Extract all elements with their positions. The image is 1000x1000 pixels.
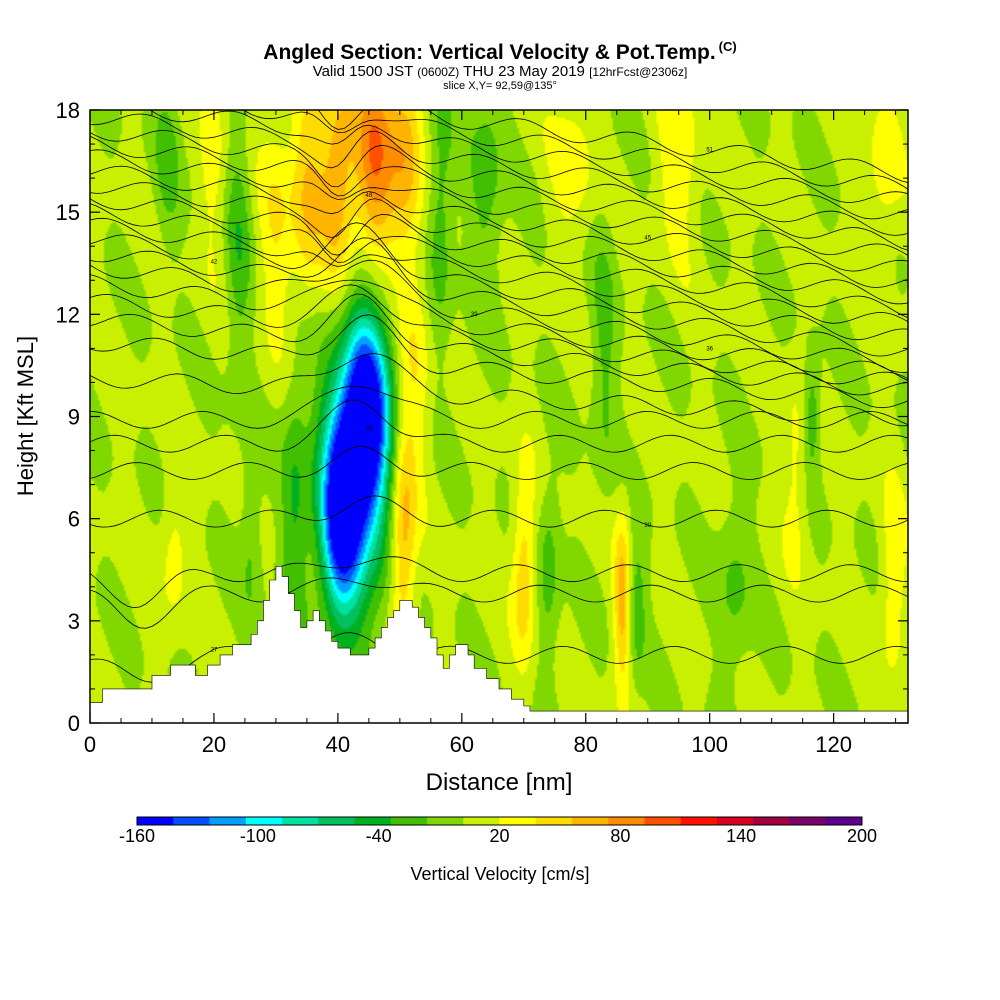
theta-contour-line xyxy=(90,556,908,609)
theta-contour-label: 30 xyxy=(644,523,651,529)
theta-contour-line xyxy=(90,353,908,427)
chart-title: Angled Section: Vertical Velocity & Pot.… xyxy=(0,36,1000,64)
theta-contour-line xyxy=(90,577,908,629)
x-tick-label: 0 xyxy=(84,732,96,757)
theta-contour-line xyxy=(90,182,908,288)
colorbar-swatch xyxy=(463,817,500,825)
chart-title-block: Angled Section: Vertical Velocity & Pot.… xyxy=(0,36,1000,92)
theta-contour-line xyxy=(90,314,908,409)
colorbar-swatch xyxy=(427,817,464,825)
theta-contour-label: 51 xyxy=(706,147,713,153)
colorbar-tick-label: -100 xyxy=(239,826,276,846)
theta-contour-label: 33 xyxy=(366,426,373,432)
colorbar-tick-label: 200 xyxy=(846,826,878,846)
theta-contour-label: 45 xyxy=(644,236,651,242)
theta-contour-line xyxy=(90,632,908,683)
colorbar-swatch xyxy=(282,817,319,825)
colorbar-swatch xyxy=(789,817,827,825)
theta-contour-label: 48 xyxy=(366,193,373,199)
x-tick-label: 60 xyxy=(450,732,474,757)
theta-contour-line xyxy=(90,259,908,373)
colorbar-swatch xyxy=(680,817,718,825)
theta-contour-line xyxy=(90,198,908,305)
colorbar-tick-label: -40 xyxy=(365,826,392,846)
colorbar-tick-label: 140 xyxy=(726,826,757,846)
y-tick-label: 9 xyxy=(68,405,80,430)
theta-contour-line xyxy=(242,110,908,190)
theta-contour-line xyxy=(90,217,908,324)
theta-contour-line xyxy=(90,165,908,272)
colorbar-swatch xyxy=(825,817,863,825)
theta-contour-line xyxy=(90,274,908,381)
theta-contour-line xyxy=(90,399,908,453)
theta-contour-line xyxy=(90,293,908,396)
theta-contour-line xyxy=(90,237,908,357)
y-tick-label: 3 xyxy=(68,609,80,634)
valid-time: Valid 1500 JST xyxy=(312,63,414,80)
theta-contour-label: 42 xyxy=(211,260,218,266)
theta-contour-label: 27 xyxy=(211,647,218,653)
chart-title-unit: (C) xyxy=(718,39,737,54)
colorbar-swatch xyxy=(753,817,790,825)
colorbar-swatch xyxy=(318,817,355,825)
theta-contour-line xyxy=(90,222,908,341)
colorbar-swatch xyxy=(390,817,428,825)
y-tick-label: 0 xyxy=(68,711,80,736)
theta-contour-line xyxy=(90,385,908,429)
colorbar-swatch xyxy=(173,817,210,825)
theta-contour-line xyxy=(90,495,908,528)
colorbar-swatch xyxy=(209,817,247,825)
colorbar-swatch xyxy=(137,817,174,825)
x-tick-label: 80 xyxy=(574,732,598,757)
valid-utc: (0600Z) xyxy=(417,65,460,79)
colorbar-frame xyxy=(136,816,863,826)
y-tick-label: 15 xyxy=(56,200,80,225)
x-axis-label: Distance [nm] xyxy=(426,769,573,796)
chart-title-text: Angled Section: Vertical Velocity & Pot.… xyxy=(263,41,716,64)
x-tick-label: 40 xyxy=(326,732,350,757)
colorbar xyxy=(136,816,863,826)
colorbar-swatch xyxy=(535,817,573,825)
theta-contour-line xyxy=(90,445,908,480)
theta-contour-line xyxy=(90,135,908,251)
theta-contour-line xyxy=(90,149,908,256)
colorbar-swatch xyxy=(608,817,645,825)
y-tick-label: 12 xyxy=(56,302,80,327)
x-tick-label: 20 xyxy=(202,732,226,757)
forecast-info: [12hrFcst@2306z] xyxy=(589,65,688,79)
vertical-velocity-field xyxy=(90,110,908,723)
colorbar-tick-label: 20 xyxy=(489,826,510,846)
colorbar-swatch xyxy=(644,817,682,825)
colorbar-swatch xyxy=(245,817,283,825)
slice-info: slice X,Y= 92,59@135° xyxy=(443,80,557,92)
colorbar-swatch xyxy=(499,817,537,825)
theta-contour-line xyxy=(90,203,908,319)
theta-contour-line xyxy=(90,284,908,385)
terrain-mask xyxy=(89,566,909,724)
y-tick-label: 6 xyxy=(68,507,80,532)
theta-contour-line xyxy=(90,113,908,220)
chart-subtitle: Valid 1500 JST (0600Z) THU 23 May 2019 [… xyxy=(0,64,1000,80)
theta-contour-label: 39 xyxy=(471,312,478,318)
potential-temperature-contours: 27 30 33 36 39 42 45 48 51 xyxy=(90,110,908,683)
colorbar-title: Vertical Velocity [cm/s] xyxy=(410,864,590,884)
theta-contour-line xyxy=(90,129,908,236)
colorbar-tick-label: 80 xyxy=(610,826,631,846)
colorbar-swatch xyxy=(354,817,392,825)
theta-contour-line xyxy=(317,110,908,183)
valid-date: THU 23 May 2019 xyxy=(463,63,585,80)
colorbar-swatch xyxy=(572,817,609,825)
x-tick-label: 120 xyxy=(815,732,852,757)
colorbar-tick-label: -160 xyxy=(118,826,156,846)
y-tick-label: 18 xyxy=(56,98,80,123)
theta-contour-label: 36 xyxy=(706,346,713,352)
y-axis-label: Height [Kft MSL] xyxy=(13,336,38,496)
colorbar-swatch xyxy=(717,817,754,825)
x-tick-label: 100 xyxy=(691,732,728,757)
theta-contour-line xyxy=(149,110,908,203)
